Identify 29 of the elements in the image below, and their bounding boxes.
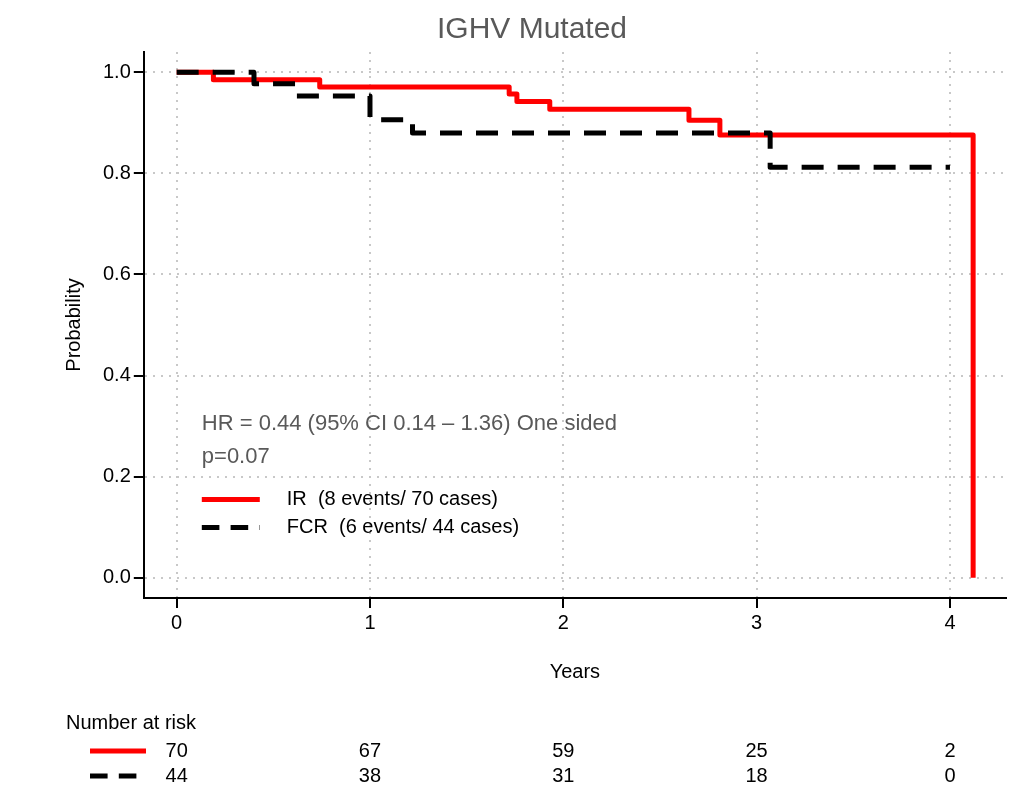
x-tick-label: 2 — [557, 610, 569, 633]
text: 0 — [944, 763, 956, 786]
y-tick-label: 0.0 — [102, 565, 131, 588]
text: Number at risk — [66, 710, 198, 733]
annotation: p=0.07 — [201, 442, 270, 468]
x-tick-label: 1 — [364, 610, 376, 633]
text: 18 — [745, 763, 768, 786]
legend-label: IR (8 events/ 70 cases) — [286, 486, 498, 509]
y-tick-label: 0.8 — [102, 160, 131, 183]
text: 25 — [745, 738, 768, 761]
x-axis-title: Years — [549, 659, 601, 682]
x-tick-label: 3 — [751, 610, 763, 633]
text: 44 — [165, 763, 188, 786]
y-tick-label: 0.6 — [102, 261, 131, 284]
text: 2 — [944, 738, 956, 761]
y-tick-label: 0.4 — [102, 363, 131, 386]
text: 31 — [552, 763, 575, 786]
x-tick-label: 0 — [171, 610, 183, 633]
text: 38 — [358, 763, 382, 786]
legend-label: FCR (6 events/ 44 cases) — [286, 514, 520, 537]
chart-title: IGHV Mutated — [436, 11, 628, 45]
y-axis-title: Probability — [61, 278, 84, 372]
text: 70 — [165, 738, 188, 761]
text: 67 — [358, 738, 382, 761]
text: 59 — [552, 738, 575, 761]
annotation: HR = 0.44 (95% CI 0.14 – 1.36) One sided — [201, 409, 617, 435]
y-tick-label: 1.0 — [102, 59, 131, 82]
y-tick-label: 0.2 — [102, 464, 131, 487]
x-tick-label: 4 — [944, 610, 956, 633]
